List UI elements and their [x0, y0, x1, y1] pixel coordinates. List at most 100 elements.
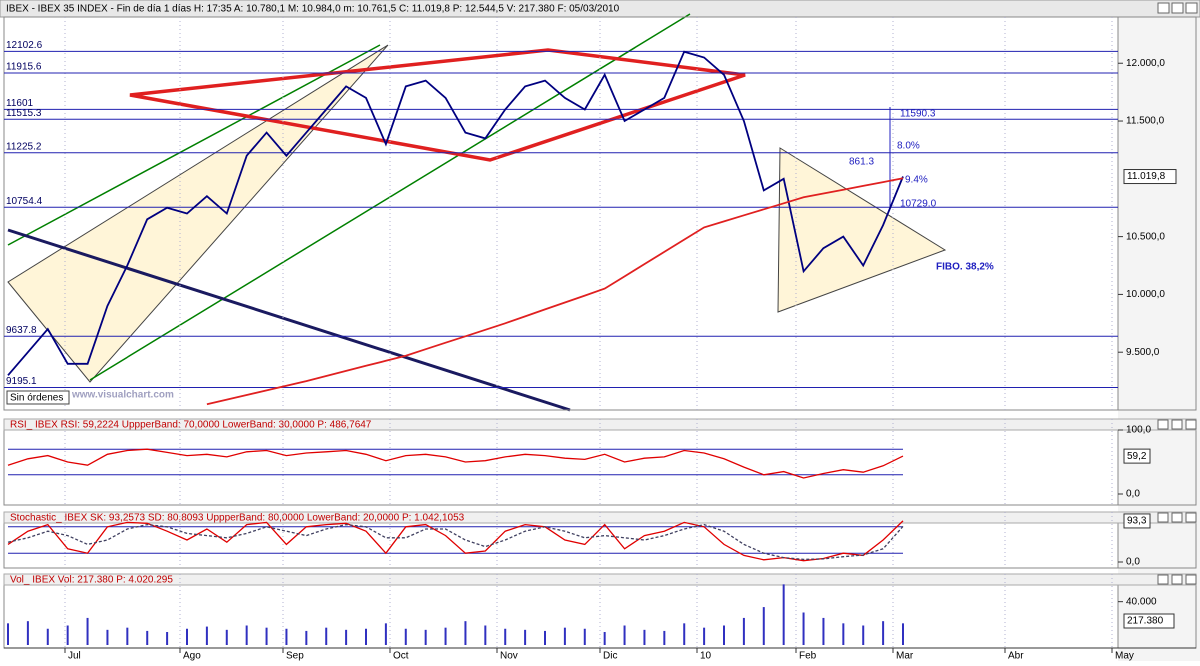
axis-area	[1118, 0, 1200, 661]
volume-bar	[305, 630, 308, 645]
series-line	[7, 448, 904, 479]
volume-bar	[703, 627, 706, 645]
x-tick-label: Dic	[603, 651, 617, 661]
x-tick-label: Nov	[500, 651, 518, 661]
close-button[interactable]	[1185, 2, 1198, 14]
x-tick-label: Ago	[183, 651, 201, 661]
window-buttons[interactable]	[1157, 2, 1198, 14]
last-value-label: 59,2	[1127, 451, 1147, 462]
volume-bar	[404, 628, 407, 645]
panel-button[interactable]	[1157, 419, 1169, 430]
x-tick-label: Jul	[68, 651, 81, 661]
volume-bar	[166, 632, 169, 645]
panel-button[interactable]	[1185, 512, 1197, 523]
volume-bar	[862, 625, 865, 645]
diamond	[129, 48, 746, 162]
max-button[interactable]	[1171, 2, 1184, 14]
panel-button[interactable]	[1171, 574, 1183, 585]
panel-button[interactable]	[1185, 419, 1197, 430]
volume-bar	[782, 584, 785, 645]
volume-bar	[683, 623, 686, 645]
x-tick-label: Oct	[393, 651, 409, 661]
last-value-box	[1123, 513, 1151, 529]
y-tick-label: 12.000,0	[1126, 58, 1165, 69]
x-tick-label: Feb	[799, 651, 817, 661]
triangle	[777, 147, 947, 313]
panel-button[interactable]	[1157, 574, 1169, 585]
volume-bar	[623, 625, 626, 645]
volume-bar	[186, 628, 188, 645]
annotation: 8.0%	[897, 141, 920, 152]
volume-bar	[762, 607, 765, 645]
volume-bar	[106, 629, 109, 645]
volume-bar	[663, 630, 666, 645]
volume-bar	[742, 617, 745, 645]
min-button[interactable]	[1157, 2, 1170, 14]
y-tick-label: 40.000	[1126, 596, 1157, 607]
volume-bar	[325, 627, 328, 645]
annotation: 10729.0	[900, 199, 937, 210]
series-line	[7, 520, 904, 562]
volume-bar	[66, 625, 69, 645]
volume-bar	[563, 627, 566, 645]
status-box	[6, 390, 70, 405]
series-line	[7, 50, 904, 376]
volume-bar	[384, 623, 387, 645]
volume-bar	[265, 627, 268, 645]
trend-line	[7, 228, 571, 412]
last-value-label: 93,3	[1127, 516, 1147, 527]
panel-title: Vol_ IBEX Vol: 217.380 P: 4.020.295	[10, 575, 173, 586]
panel-button[interactable]	[1185, 574, 1197, 585]
volume-bar	[603, 632, 606, 645]
panel-title: Stochastic_ IBEX SK: 93,2573 SD: 80,8093…	[10, 513, 465, 524]
volume-bar	[524, 629, 527, 645]
volume-bar	[285, 628, 288, 645]
x-tick-label: Abr	[1008, 651, 1024, 661]
level-label: 11915.6	[6, 62, 42, 73]
volume-bar	[464, 621, 467, 645]
volume-bar	[345, 629, 348, 645]
volume-bar	[504, 628, 507, 645]
x-tick-label: 10	[700, 651, 712, 661]
annotation: 11590.3	[900, 109, 936, 120]
level-label: 11225.2	[6, 141, 42, 152]
volume-bar	[126, 627, 129, 645]
volume-bar	[46, 628, 49, 645]
panel-header	[3, 573, 1197, 586]
panel-button[interactable]	[1171, 419, 1183, 430]
y-tick-label: 9.500,0	[1126, 347, 1160, 358]
volume-bar	[882, 621, 885, 645]
volume-bar	[365, 628, 367, 645]
level-label: 9637.8	[6, 325, 37, 336]
annotation: 9.4%	[905, 175, 928, 186]
panel-button[interactable]	[1157, 512, 1169, 523]
status: Sin órdenes	[10, 393, 63, 404]
volume-bar	[7, 623, 9, 645]
volume-bar	[822, 617, 825, 645]
header-text: IBEX - IBEX 35 INDEX - Fin de día 1 días…	[6, 4, 620, 15]
y-tick-label: 10.500,0	[1126, 231, 1165, 242]
volume-bar	[902, 623, 904, 645]
volume-bar	[643, 629, 646, 645]
volume-bar	[424, 629, 427, 645]
volume-bar	[842, 623, 845, 645]
series-line	[206, 177, 904, 406]
panel-button[interactable]	[1171, 512, 1183, 523]
level-label: 11515.3	[6, 108, 42, 119]
x-tick-label: May	[1115, 651, 1134, 661]
level-label: 10754.4	[6, 196, 43, 207]
y-tick-label: 0,0	[1126, 489, 1140, 500]
volume-bar	[484, 625, 487, 645]
level-label: 12102.6	[6, 40, 43, 51]
volume-bar	[205, 626, 208, 645]
level-label: 11601	[6, 98, 34, 109]
last-value-box	[1123, 169, 1177, 185]
annotation: 861.3	[849, 157, 874, 168]
channel-line	[7, 44, 381, 246]
volume-bar	[146, 630, 149, 645]
volume-bar	[583, 628, 586, 645]
volume-bar	[245, 625, 248, 645]
annotation: FIBO. 38,2%	[936, 262, 994, 273]
